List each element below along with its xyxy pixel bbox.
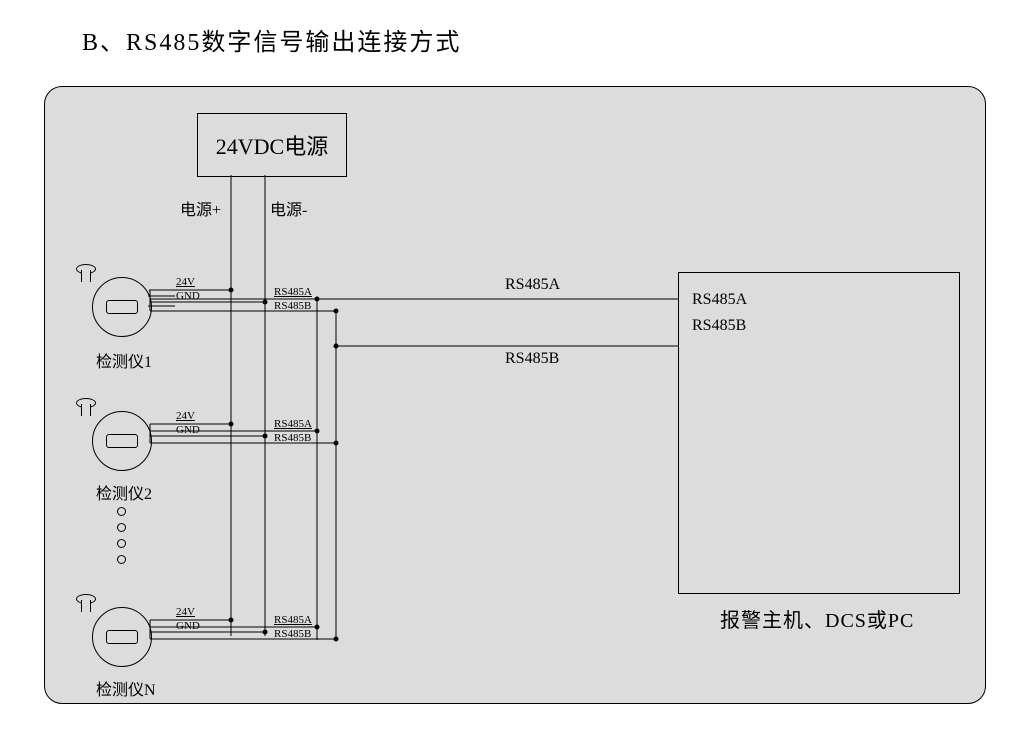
host-rs485b-label: RS485B [692,317,746,335]
host-rs485a-label: RS485A [692,291,747,309]
continuation-dot-icon [117,539,126,548]
continuation-dot-icon [117,523,126,532]
sensor-2-b-label: RS485B [274,432,311,444]
sensor-n-label: 检测仪N [96,676,156,700]
bus-a-mid-label: RS485A [505,276,560,294]
sensor-2-label: 检测仪2 [96,480,152,504]
sensor-1-gnd-label: GND [176,290,200,302]
sensor-2-screen-icon [106,434,138,448]
sensor-n-a-label: RS485A [274,614,312,626]
sensor-n-gnd-label: GND [176,620,200,632]
sensor-n-24v-label: 24V [176,606,195,618]
continuation-dot-icon [117,507,126,516]
sensor-n-screen-icon [106,630,138,644]
sensor-2-a-label: RS485A [274,418,312,430]
power-supply-label: 24VDC电源 [216,129,328,161]
sensor-2-24v-label: 24V [176,410,195,422]
sensor-1-24v-label: 24V [176,276,195,288]
sensor-2-gnd-label: GND [176,424,200,436]
sensor-1-label: 检测仪1 [96,348,152,372]
sensor-1-stem-icon [81,270,91,282]
sensor-1-screen-icon [106,300,138,314]
power-supply-box: 24VDC电源 [197,113,347,177]
sensor-n-stem-icon [81,600,91,612]
sensor-2-stem-icon [81,404,91,416]
sensor-n-b-label: RS485B [274,628,311,640]
power-minus-label: 电源- [270,196,307,220]
host-caption: 报警主机、DCS或PC [720,604,914,633]
bus-b-mid-label: RS485B [505,350,559,368]
sensor-1-b-label: RS485B [274,300,311,312]
continuation-dot-icon [117,555,126,564]
sensor-1-a-label: RS485A [274,286,312,298]
power-plus-label: 电源+ [180,196,221,220]
diagram-title: B、RS485数字信号输出连接方式 [82,22,461,57]
